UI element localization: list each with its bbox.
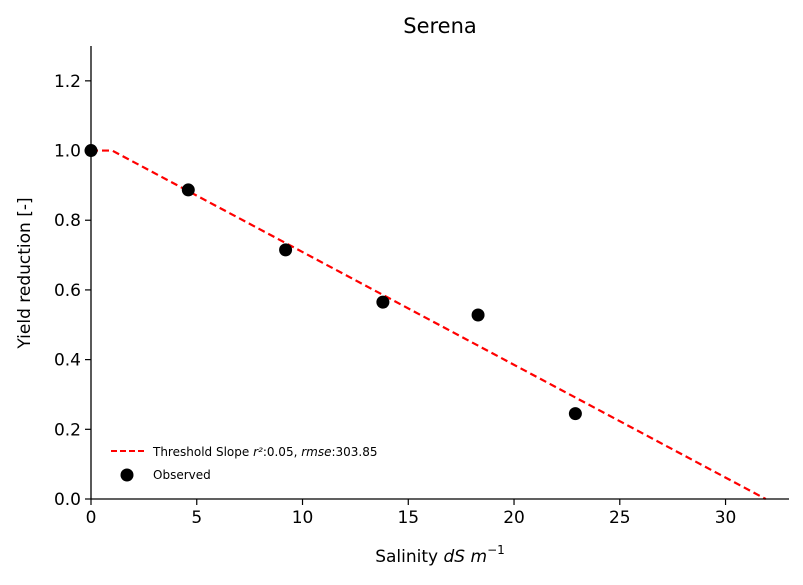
observed-point <box>471 308 485 322</box>
observed-point <box>279 243 293 257</box>
observed-point <box>181 183 195 197</box>
x-axis-label-exponent: −1 <box>487 543 505 557</box>
y-axis-ticks: 0.0 0.2 0.4 0.6 0.8 1.0 1.2 <box>54 72 91 510</box>
x-tick-label: 30 <box>715 508 737 528</box>
x-tick-label: 0 <box>86 508 97 528</box>
observed-points-layer <box>84 144 582 421</box>
y-tick-label: 1.0 <box>54 142 81 162</box>
legend-r2-label: r² <box>253 445 263 459</box>
legend-threshold-label: Threshold Slope r²:0.05, rmse:303.85 <box>152 445 378 459</box>
x-axis-label-unit: dS m <box>444 547 488 567</box>
legend-observed-marker <box>120 468 134 482</box>
x-tick-label: 15 <box>397 508 419 528</box>
x-tick-label: 5 <box>191 508 202 528</box>
x-tick-label: 10 <box>292 508 314 528</box>
x-axis-ticks: 0 5 10 15 20 25 30 <box>86 499 737 528</box>
legend-rmse-value: :303.85 <box>331 445 377 459</box>
y-tick-label: 0.6 <box>54 281 81 301</box>
y-tick-label: 0.2 <box>54 420 81 440</box>
legend: Threshold Slope r²:0.05, rmse:303.85 Obs… <box>111 445 378 482</box>
y-tick-label: 0.8 <box>54 211 81 231</box>
x-axis-label-prefix: Salinity <box>375 547 443 567</box>
observed-point <box>568 407 582 421</box>
legend-observed-label: Observed <box>153 468 211 482</box>
y-tick-label: 0.4 <box>54 351 81 371</box>
y-axis-label: Yield reduction [-] <box>15 197 35 349</box>
x-tick-label: 25 <box>609 508 631 528</box>
x-axis-label: Salinity dS m−1 <box>375 543 505 567</box>
legend-r2-value: :0.05, <box>263 445 301 459</box>
x-tick-label: 20 <box>503 508 525 528</box>
legend-threshold-prefix: Threshold Slope <box>152 445 253 459</box>
y-tick-label: 1.2 <box>54 72 81 92</box>
chart-title: Serena <box>403 14 477 38</box>
legend-rmse-label: rmse <box>301 445 331 459</box>
y-tick-label: 0.0 <box>54 490 81 510</box>
plot-area: 0.0 0.2 0.4 0.6 0.8 1.0 1.2 0 5 10 15 20 25 30 <box>54 46 789 528</box>
observed-point <box>376 295 390 309</box>
